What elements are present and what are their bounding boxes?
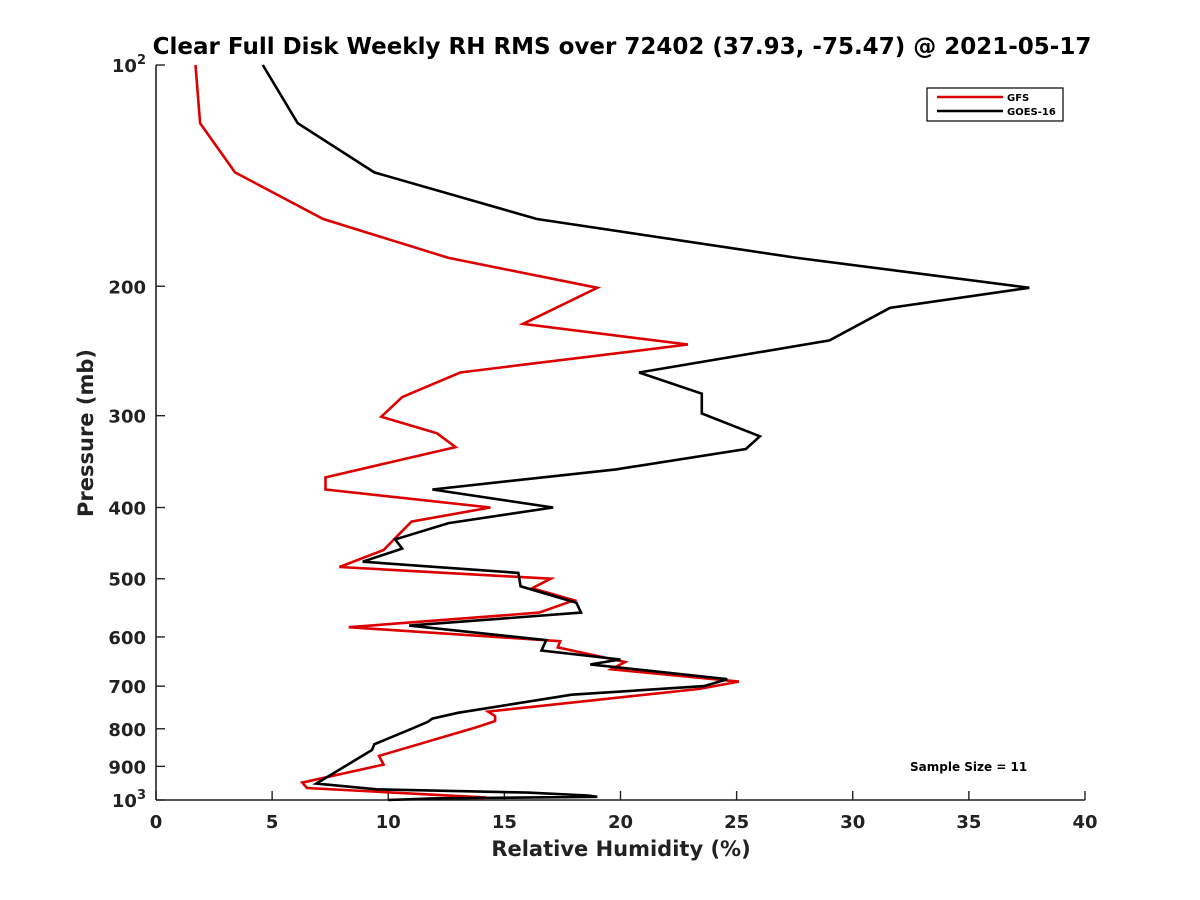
legend-label-gfs: GFS: [1007, 93, 1029, 104]
y-tick-label: 400: [108, 499, 146, 520]
y-tick-label: 500: [108, 570, 146, 591]
legend: GFS GOES-16: [926, 87, 1064, 122]
series-line-goes-16: [261, 64, 1030, 802]
x-axis-label: Relative Humidity (%): [491, 837, 750, 861]
x-tick-label: 35: [956, 812, 981, 833]
x-tick-label: 10: [376, 812, 401, 833]
x-tick-label: 5: [266, 812, 279, 833]
x-tick-label: 30: [840, 812, 865, 833]
y-tick-label: 600: [108, 628, 146, 649]
y-axis-label: Pressure (mb): [74, 349, 98, 517]
x-tick-label: 40: [1072, 812, 1097, 833]
series-line-gfs: [194, 64, 740, 801]
y-tick-label: 102: [112, 53, 146, 77]
legend-box: [926, 87, 1064, 122]
y-tick-label: 200: [108, 277, 146, 298]
x-tick-label: 0: [150, 812, 163, 833]
y-ticks: 102 200 300 400 500 600 700 800 900 103: [108, 53, 165, 812]
sample-size-annotation: Sample Size = 11: [910, 760, 1027, 774]
y-tick-label: 103: [112, 788, 146, 812]
y-tick-label: 900: [108, 757, 146, 778]
y-tick-label: 800: [108, 720, 146, 741]
legend-label-goes-16: GOES-16: [1007, 107, 1056, 118]
x-ticks: 0 5 10 15 20 25 30 35 40: [150, 791, 1098, 833]
x-tick-label: 25: [724, 812, 749, 833]
y-tick-label: 300: [108, 407, 146, 428]
series-lines: [194, 64, 1030, 802]
x-tick-label: 15: [492, 812, 517, 833]
x-tick-label: 20: [608, 812, 633, 833]
y-tick-label: 700: [108, 677, 146, 698]
chart-title: Clear Full Disk Weekly RH RMS over 72402…: [153, 34, 1092, 60]
